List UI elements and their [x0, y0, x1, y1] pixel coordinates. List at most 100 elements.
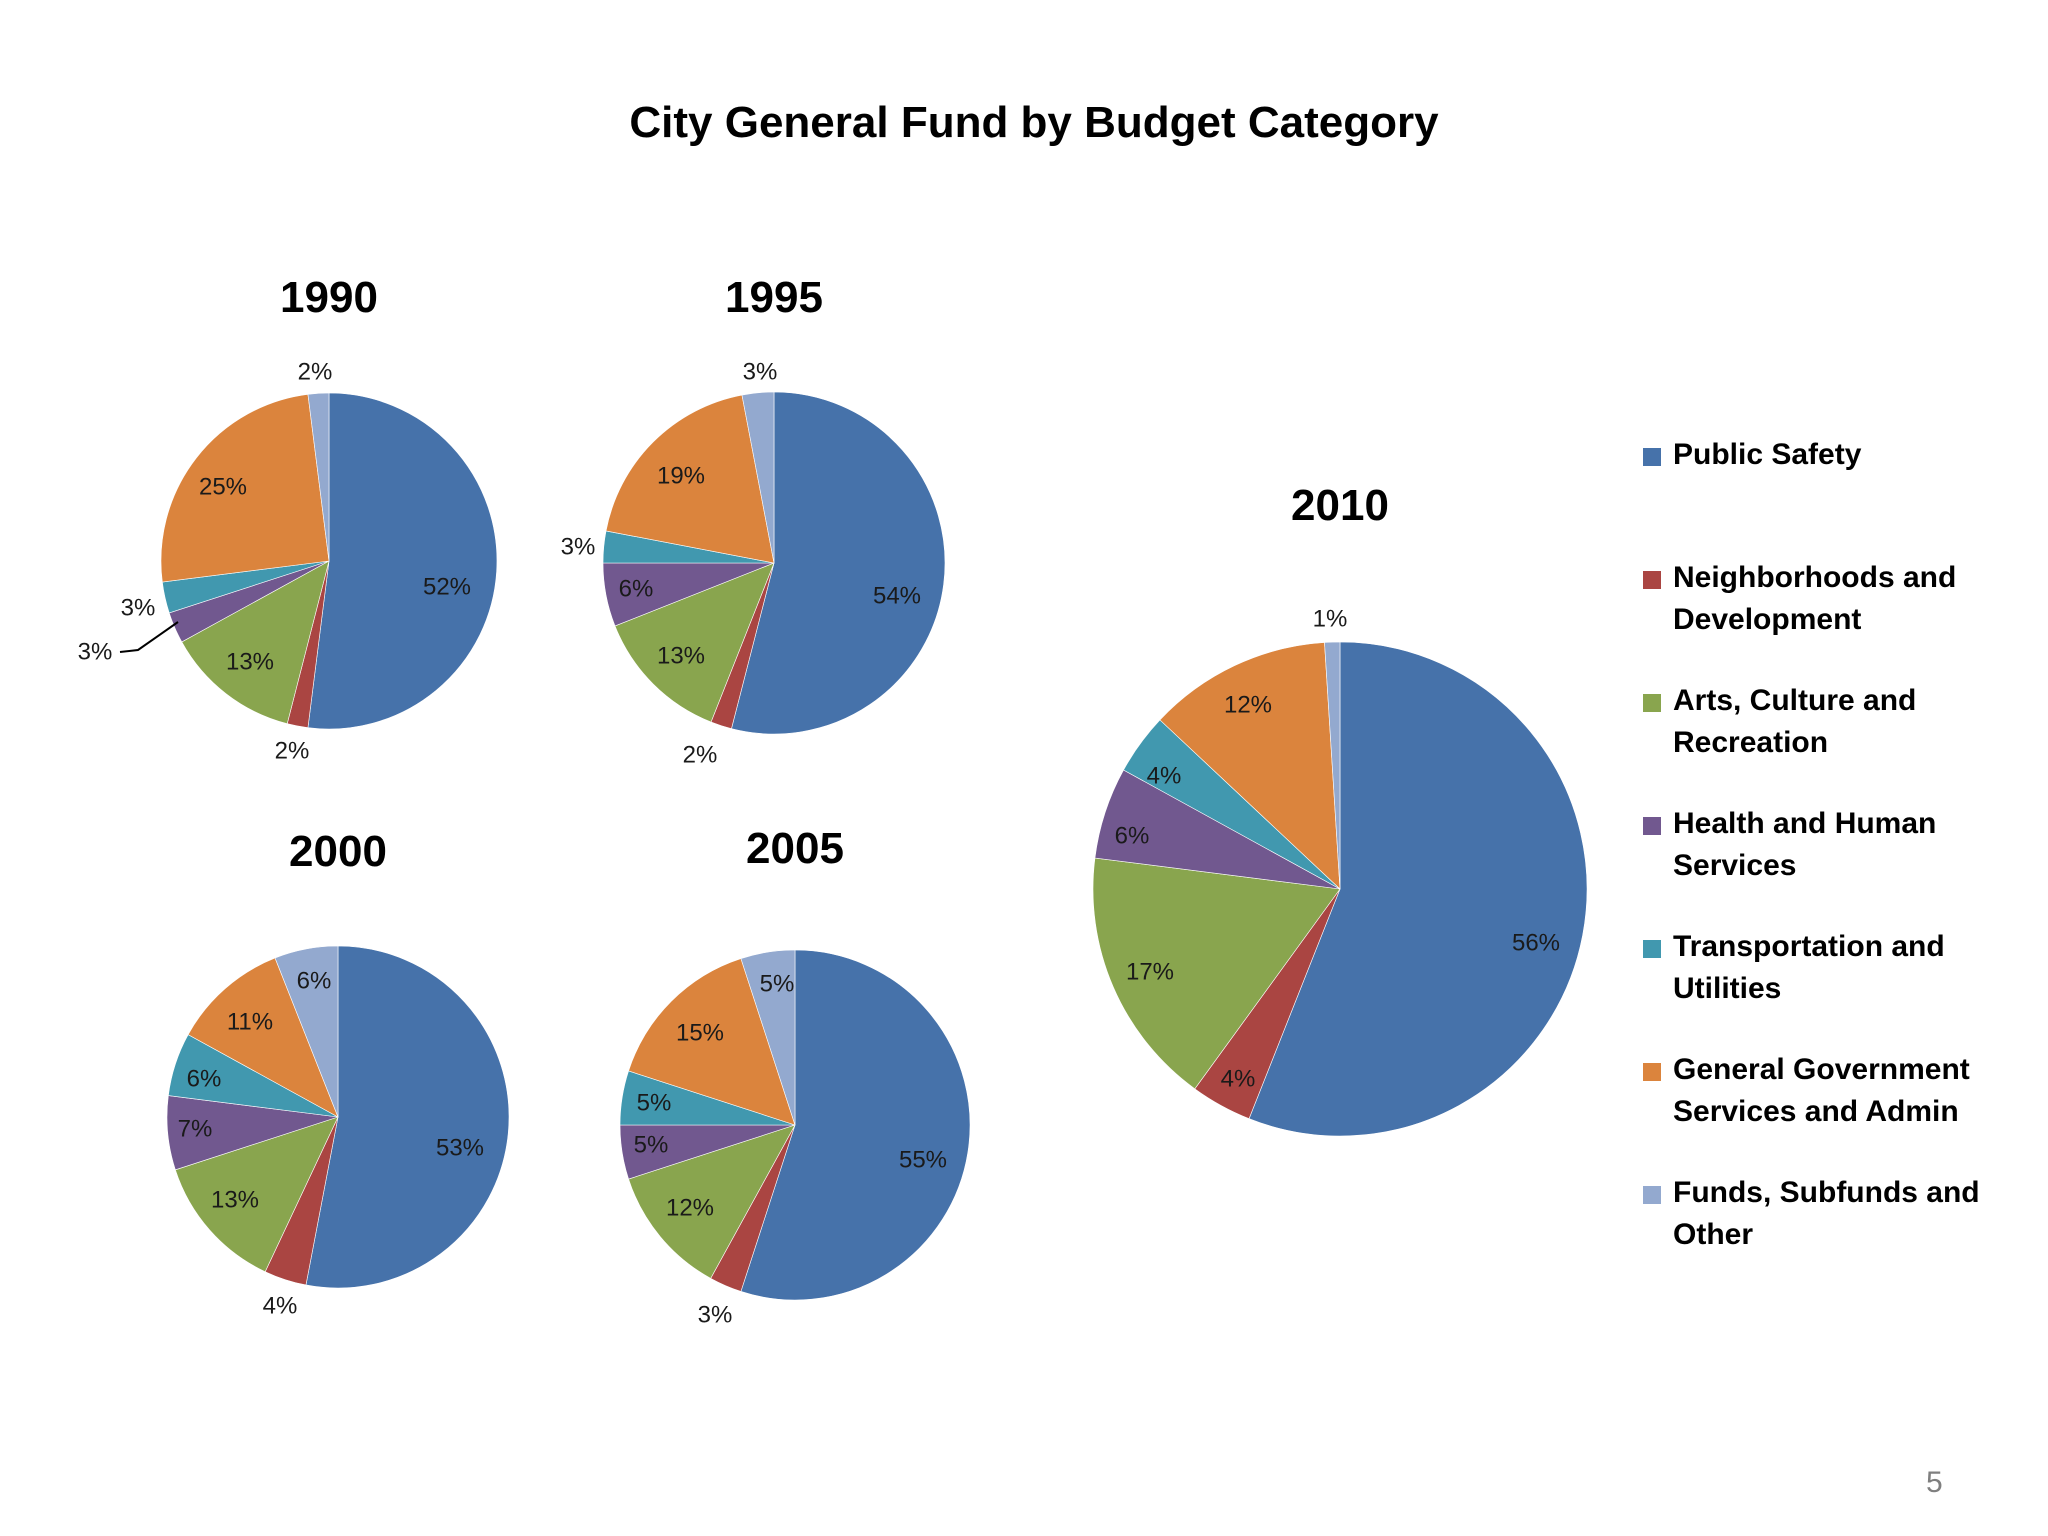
pie-slice-funds-other [741, 391, 775, 564]
pie-chart-1990: 1990 52% 2% 13% 3% 3% 25% 2% [78, 273, 498, 764]
data-label-funds-other: 3% [743, 358, 778, 385]
legend-label: General Government Services and Admin [1673, 1049, 1970, 1133]
pie-slice-arts-culture [174, 1116, 339, 1273]
data-label-transportation: 3% [121, 594, 156, 621]
data-label-neighborhoods: 4% [263, 1292, 298, 1319]
legend-label: Health and Human Services [1673, 803, 1936, 887]
data-label-health-human-services: 7% [178, 1115, 213, 1142]
data-label-funds-other: 2% [298, 358, 333, 385]
data-label-arts-culture: 17% [1126, 958, 1174, 985]
data-label-arts-culture: 12% [666, 1194, 714, 1221]
legend-item-transportation: Transportation and Utilities [1643, 926, 2043, 1010]
pie-title: 1995 [725, 273, 823, 322]
legend-item-arts-culture: Arts, Culture and Recreation [1643, 680, 2043, 764]
data-label-general-government: 25% [199, 473, 247, 500]
pie-slice-general-government [1159, 642, 1341, 890]
legend-swatch [1643, 817, 1661, 835]
pie-slice-public-safety [305, 945, 510, 1289]
data-label-neighborhoods: 2% [275, 737, 310, 764]
legend-item-general-government: General Government Services and Admin [1643, 1049, 2043, 1133]
data-label-funds-other: 5% [760, 970, 795, 997]
pie-title: 2000 [289, 827, 387, 876]
legend-swatch [1643, 571, 1661, 589]
legend-label-line: Recreation [1673, 726, 1829, 759]
data-label-public-safety: 53% [436, 1134, 484, 1161]
legend-label: Arts, Culture and Recreation [1673, 680, 1916, 764]
legend-item-health-human-services: Health and Human Services [1643, 803, 2043, 887]
data-label-funds-other: 1% [1313, 605, 1348, 632]
legend-label: Transportation and Utilities [1673, 926, 1945, 1010]
legend-item-public-safety: Public Safety [1643, 434, 2043, 476]
legend-label-line: Development [1673, 603, 1862, 636]
data-label-general-government: 19% [657, 462, 705, 489]
legend-label-line: Health and Human [1673, 807, 1937, 840]
pie-chart-2005: 2005 55% 3% 12% 5% 5% 15% 5% [619, 824, 971, 1328]
data-label-public-safety: 52% [423, 573, 471, 600]
data-label-arts-culture: 13% [657, 642, 705, 669]
data-label-funds-other: 6% [297, 967, 332, 994]
legend-label-line: General Government [1673, 1053, 1970, 1086]
pie-title: 2010 [1291, 481, 1389, 530]
legend-label-line: Other [1673, 1218, 1754, 1251]
pie-chart-2010: 2010 56% 4% 17% 6% 4% 12% 1% [1092, 481, 1588, 1137]
legend-swatch [1643, 940, 1661, 958]
pie-slice-general-government [628, 958, 796, 1126]
data-label-transportation: 3% [561, 533, 596, 560]
pie-slice-general-government [605, 394, 775, 564]
pie-chart-2000: 2000 53% 4% 13% 7% 6% 11% 6% [166, 827, 510, 1319]
data-label-general-government: 12% [1224, 691, 1272, 718]
pie-slice-funds-other [1324, 641, 1341, 890]
pie-slice-arts-culture [628, 1124, 796, 1279]
page-number: 5 [1926, 1466, 1943, 1499]
legend-swatch [1643, 1063, 1661, 1081]
data-label-neighborhoods: 2% [683, 741, 718, 768]
legend-item-neighborhoods: Neighborhoods and Development [1643, 557, 2043, 641]
data-label-arts-culture: 13% [226, 648, 274, 675]
data-label-transportation: 4% [1147, 762, 1182, 789]
data-label-neighborhoods: 4% [1221, 1065, 1256, 1092]
pie-slice-public-safety [740, 949, 971, 1301]
pie-slice-public-safety [1248, 641, 1588, 1137]
legend-label-line: Transportation and [1673, 930, 1945, 963]
pie-slice-general-government [160, 393, 330, 583]
data-label-transportation: 5% [637, 1089, 672, 1116]
legend-label: Public Safety [1673, 434, 1861, 476]
data-label-health-human-services: 6% [1115, 822, 1150, 849]
pie-slice-arts-culture [614, 562, 775, 723]
legend-swatch [1643, 1186, 1661, 1204]
pie-slice-public-safety [307, 392, 498, 730]
legend-label-line: Funds, Subfunds and [1673, 1176, 1980, 1209]
legend-label-line: Neighborhoods and [1673, 561, 1957, 594]
legend-swatch [1643, 448, 1661, 466]
legend-label-line: Services and Admin [1673, 1095, 1959, 1128]
legend-label-line: Public Safety [1673, 438, 1862, 471]
data-label-public-safety: 54% [873, 582, 921, 609]
data-label-health-human-services: 5% [634, 1131, 669, 1158]
data-label-general-government: 11% [227, 1008, 273, 1035]
pie-chart-1995: 1995 54% 2% 13% 6% 3% 19% 3% [561, 273, 946, 768]
pie-slice-arts-culture [181, 560, 330, 725]
data-label-transportation: 6% [187, 1065, 222, 1092]
data-label-public-safety: 55% [899, 1146, 947, 1173]
data-label-health-human-services: 3% [78, 638, 113, 665]
pie-slice-general-government [187, 957, 339, 1118]
legend-label-line: Services [1673, 849, 1797, 882]
data-label-health-human-services: 6% [619, 575, 654, 602]
legend-swatch [1643, 694, 1661, 712]
legend-label: Neighborhoods and Development [1673, 557, 1956, 641]
legend-label: Funds, Subfunds and Other [1673, 1172, 1980, 1256]
pie-slice-funds-other [307, 392, 330, 562]
data-label-general-government: 15% [676, 1019, 724, 1046]
legend-label-line: Arts, Culture and [1673, 684, 1917, 717]
pie-slice-funds-other [740, 949, 796, 1126]
pie-slice-public-safety [731, 391, 946, 735]
page-title: City General Fund by Budget Category [629, 98, 1439, 147]
data-label-neighborhoods: 3% [698, 1301, 733, 1328]
data-label-public-safety: 56% [1512, 929, 1560, 956]
legend-item-funds-other: Funds, Subfunds and Other [1643, 1172, 2043, 1256]
pie-slice-funds-other [274, 945, 339, 1118]
legend-label-line: Utilities [1673, 972, 1782, 1005]
label-leader-line [119, 621, 179, 653]
pie-slice-arts-culture [1092, 857, 1341, 1090]
